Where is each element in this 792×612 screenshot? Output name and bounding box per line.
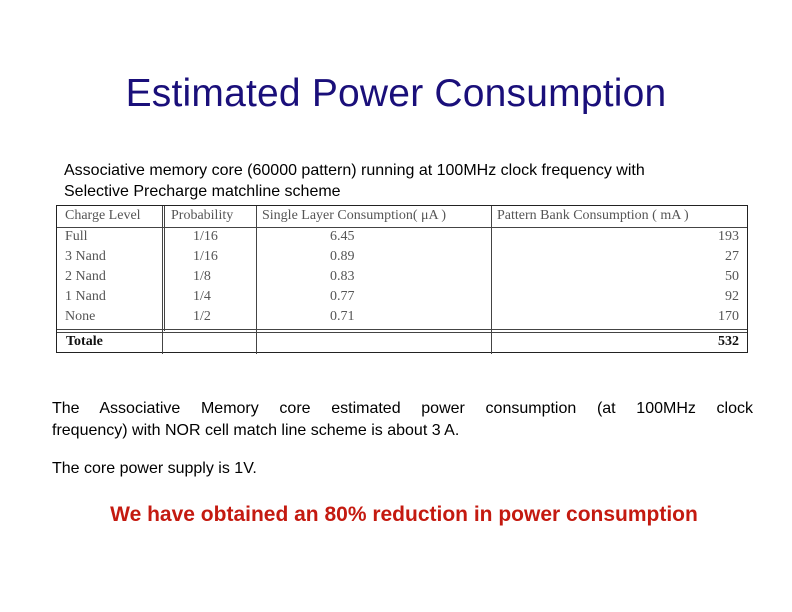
row-single-layer: 0.77	[330, 289, 355, 304]
row-pattern-bank: 193	[718, 229, 739, 244]
intro-line-2: Selective Precharge matchline scheme	[64, 183, 341, 200]
row-probability: 1/8	[193, 269, 211, 284]
row-single-layer: 0.71	[330, 309, 355, 324]
col-separator	[162, 206, 163, 331]
total-rule	[57, 329, 747, 330]
row-probability: 1/16	[193, 229, 218, 244]
col-separator	[256, 206, 257, 354]
header-single-layer: Single Layer Consumption( μA )	[262, 208, 447, 223]
row-single-layer: 0.89	[330, 249, 355, 264]
row-pattern-bank: 50	[725, 269, 739, 284]
slide-title: Estimated Power Consumption	[125, 72, 667, 115]
row-charge-level: 2 Nand	[65, 269, 106, 284]
row-single-layer: 6.45	[330, 229, 355, 244]
row-probability: 1/4	[193, 289, 211, 304]
total-label: Totale	[66, 334, 103, 349]
row-charge-level: None	[65, 309, 96, 324]
col-separator	[164, 206, 165, 331]
row-probability: 1/16	[193, 249, 218, 264]
supply-text: The core power supply is 1V.	[52, 460, 257, 477]
col-separator	[162, 331, 163, 354]
total-value: 532	[718, 334, 739, 349]
body-text: The Associative Memory core estimated po…	[52, 398, 753, 442]
body-line-2: frequency) with NOR cell match line sche…	[52, 422, 460, 439]
total-rule	[57, 332, 747, 333]
row-charge-level: 1 Nand	[65, 289, 106, 304]
row-pattern-bank: 92	[725, 289, 739, 304]
header-probability: Probability	[171, 208, 234, 223]
header-pattern-bank: Pattern Bank Consumption ( mA )	[497, 208, 689, 223]
header-rule	[57, 227, 747, 228]
power-table: Charge Level Probability Single Layer Co…	[56, 205, 748, 354]
row-pattern-bank: 170	[718, 309, 739, 324]
row-charge-level: Full	[65, 229, 88, 244]
row-probability: 1/2	[193, 309, 211, 324]
intro-line-1: Associative memory core (60000 pattern) …	[64, 162, 645, 179]
intro-text: Associative memory core (60000 pattern) …	[64, 160, 744, 202]
row-single-layer: 0.83	[330, 269, 355, 284]
row-charge-level: 3 Nand	[65, 249, 106, 264]
body-line-1: The Associative Memory core estimated po…	[52, 400, 753, 417]
row-pattern-bank: 27	[725, 249, 739, 264]
header-charge-level: Charge Level	[65, 208, 141, 223]
conclusion-text: We have obtained an 80% reduction in pow…	[110, 503, 698, 526]
col-separator	[491, 206, 492, 354]
